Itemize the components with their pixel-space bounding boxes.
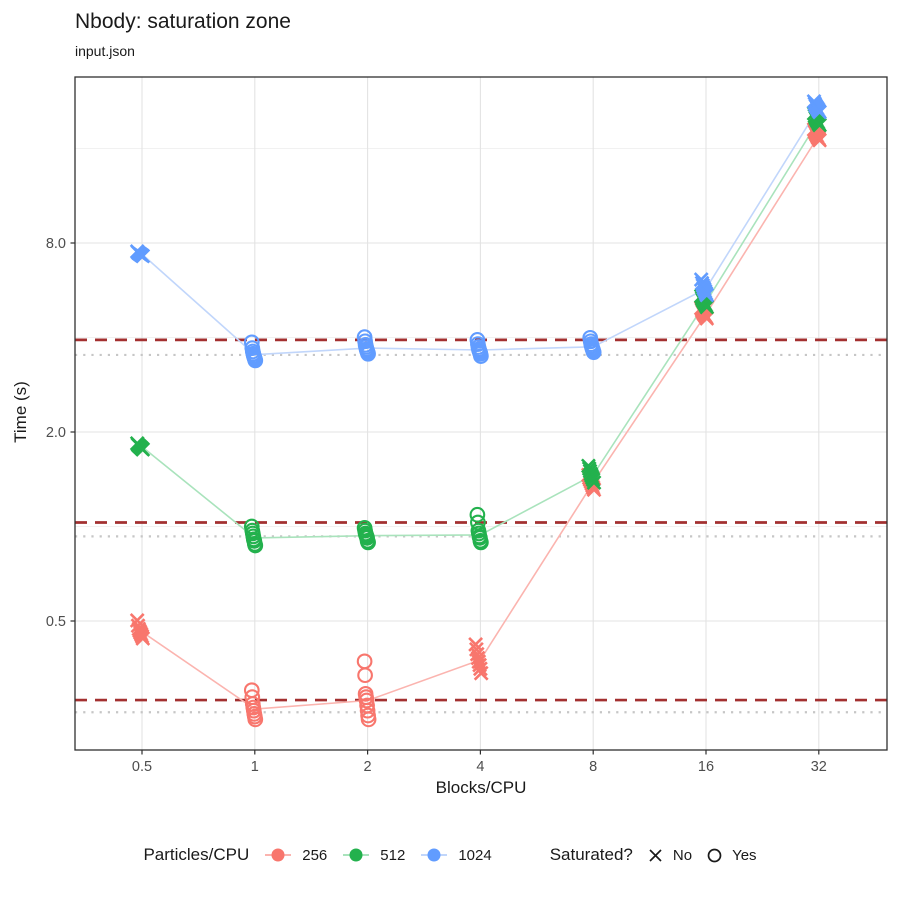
data-point-o-256	[247, 711, 264, 728]
chart-subtitle: input.json	[75, 43, 135, 59]
data-point-o-512	[360, 534, 376, 551]
data-point-x-512	[585, 472, 601, 488]
legend-item-label: No	[672, 846, 693, 864]
data-point-o-512	[247, 537, 264, 554]
x-tick-label: 4	[476, 759, 484, 775]
legend-item-label: Yes	[732, 846, 757, 864]
x-tick-label: 1	[251, 759, 259, 775]
series-key-icon-512	[343, 848, 370, 862]
data-point-o-1024	[473, 348, 489, 364]
y-tick-label: 2.0	[46, 425, 66, 441]
legend-item-label: 256	[302, 846, 328, 864]
data-point-x-256	[699, 311, 715, 326]
legend-item-label: 1024	[458, 846, 492, 864]
circle-marker-icon	[707, 848, 722, 862]
data-point-o-256	[359, 702, 376, 719]
x-tick-label: 32	[811, 759, 827, 775]
data-point-x-1024	[135, 248, 151, 264]
data-point-o-1024	[247, 352, 264, 369]
y-tick-label: 0.5	[46, 614, 66, 630]
x-tick-label: 2	[364, 759, 372, 775]
data-point-o-512	[469, 506, 486, 523]
data-point-x-256	[473, 665, 489, 681]
data-point-x-256	[135, 631, 151, 646]
x-tick-label: 8	[589, 759, 597, 775]
data-point-o-1024	[360, 345, 376, 362]
data-point-o-256	[357, 667, 373, 684]
data-point-x-256	[812, 132, 828, 148]
data-point-x-256	[472, 661, 488, 677]
chart-title: Nbody: saturation zone	[75, 10, 291, 33]
data-point-o-256	[356, 653, 373, 670]
x-tick-label: 0.5	[132, 759, 152, 775]
legend-item-no: No	[647, 847, 692, 864]
x-axis-title: Blocks/CPU	[435, 778, 527, 797]
data-point-o-1024	[585, 344, 602, 361]
x-tick-label: 16	[698, 759, 714, 775]
legend-item-512: 512	[341, 846, 405, 864]
data-point-o-256	[358, 692, 375, 709]
legend-item-1024: 1024	[419, 846, 492, 864]
legend-item-256: 256	[263, 846, 327, 864]
shape-legend-title: Saturated?	[549, 845, 633, 864]
legend: Particles/CPU 256 512 1024 Saturated?	[0, 836, 900, 874]
series-key-icon-256	[265, 848, 292, 862]
data-point-o-256	[360, 711, 377, 728]
y-tick-label: 8.0	[46, 236, 66, 252]
data-point-x-512	[586, 475, 602, 491]
data-point-o-512	[473, 534, 489, 551]
color-legend-title: Particles/CPU	[143, 845, 250, 864]
legend-item-yes: Yes	[706, 846, 757, 864]
data-point-x-512	[699, 299, 715, 315]
legend-item-label: 512	[380, 846, 406, 864]
series-key-icon-1024	[421, 848, 448, 862]
data-point-x-1024	[812, 104, 828, 120]
data-point-x-512	[135, 442, 151, 457]
data-point-x-512	[812, 117, 828, 133]
x-marker-icon	[649, 848, 662, 862]
data-point-x-1024	[699, 287, 715, 303]
